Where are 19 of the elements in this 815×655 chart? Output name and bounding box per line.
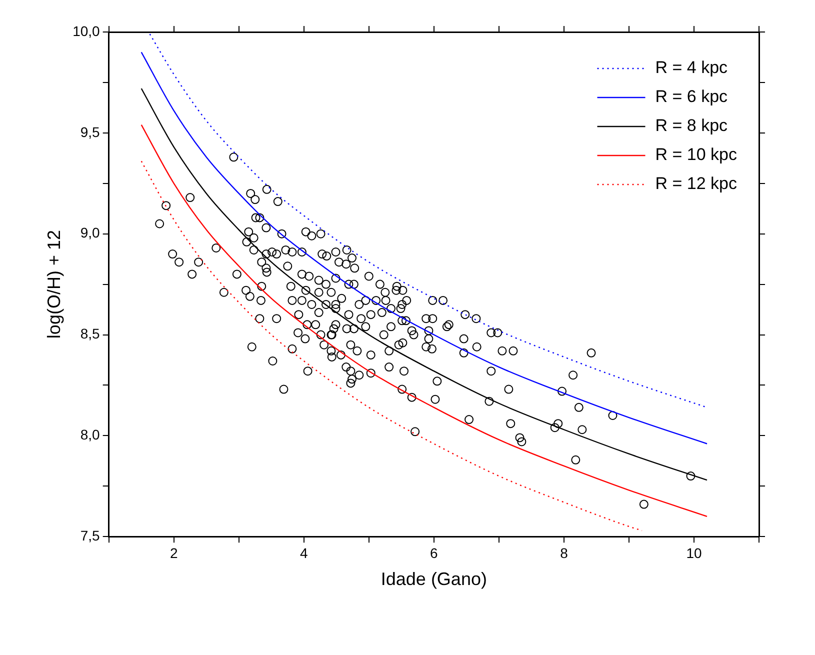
y-axis-title: log(O/H) + 12 (44, 230, 64, 339)
x-tick-label: 2 (170, 544, 178, 561)
x-tick-label: 10 (686, 544, 702, 561)
y-tick-label: 9,0 (80, 224, 100, 241)
line-series (140, 160, 643, 532)
y-tick-label: 9,5 (80, 124, 100, 140)
y-tick-label: 7,5 (80, 527, 100, 544)
x-tick-label: 8 (560, 544, 568, 561)
x-axis-title: Idade (Gano) (380, 569, 487, 590)
legend-label: R = 10 kpc (655, 145, 738, 164)
legend-label: R = 8 kpc (655, 116, 728, 136)
legend-label: R = 6 kpc (655, 87, 728, 106)
x-tick-label: 6 (430, 544, 438, 561)
x-tick-label: 4 (300, 544, 308, 561)
y-tick-label: 8,5 (80, 326, 100, 342)
legend-label: R = 12 kpc (655, 174, 738, 194)
y-tick-label: 10,0 (72, 22, 100, 39)
y-tick-label: 8,0 (80, 426, 100, 443)
legend-label: R = 4 kpc (655, 58, 728, 78)
